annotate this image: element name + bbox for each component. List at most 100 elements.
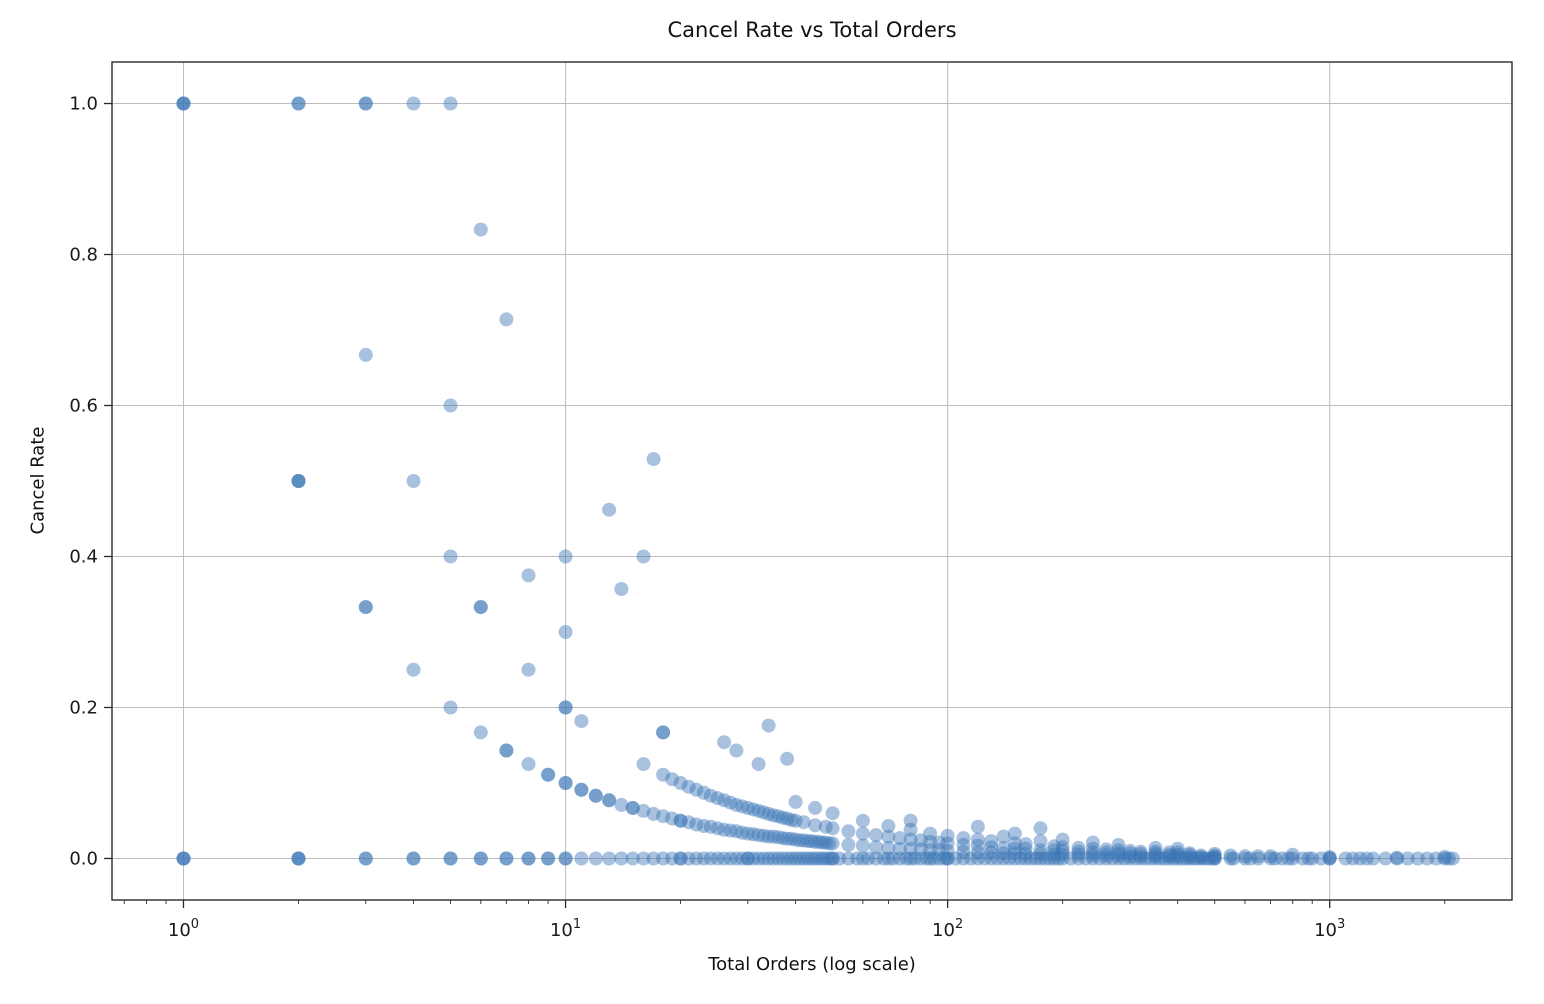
scatter-point	[1193, 851, 1208, 866]
scatter-point	[1182, 847, 1197, 862]
scatter-point	[646, 806, 661, 821]
scatter-point	[919, 851, 934, 866]
scatter-point	[499, 743, 514, 758]
scatter-point	[1055, 840, 1070, 855]
scatter-point	[746, 802, 761, 817]
scatter-point	[717, 822, 732, 837]
scatter-point	[406, 851, 421, 866]
plot-frame	[111, 61, 1513, 901]
scatter-point	[825, 851, 840, 866]
scatter-point	[923, 843, 938, 858]
scatter-point	[811, 834, 826, 849]
scatter-point	[761, 851, 776, 866]
scatter-point	[665, 772, 680, 787]
scatter-point	[907, 851, 922, 866]
scatter-point	[521, 568, 536, 583]
scatter-point	[473, 851, 488, 866]
scatter-point	[886, 851, 901, 866]
scatter-point	[1007, 841, 1022, 856]
scatter-point	[766, 829, 781, 844]
scatter-point	[1190, 851, 1205, 866]
scatter-point	[1263, 851, 1278, 866]
scatter-point	[1033, 821, 1048, 836]
scatter-point	[766, 851, 781, 866]
scatter-point	[1322, 851, 1337, 866]
scatter-point	[1143, 851, 1158, 866]
scatter-point	[1170, 849, 1185, 864]
scatter-point	[291, 474, 306, 488]
scatter-point	[636, 803, 651, 818]
scatter-point	[1033, 851, 1048, 866]
x-axis-label: Total Orders (log scale)	[708, 954, 916, 975]
scatter-point	[984, 834, 999, 849]
scatter-point	[473, 851, 488, 866]
scatter-point	[1099, 848, 1114, 863]
scatter-point	[1055, 851, 1070, 866]
scatter-point	[656, 725, 671, 740]
scatter-point	[756, 805, 771, 820]
scatter-point	[1148, 846, 1163, 861]
scatter-point	[1099, 842, 1114, 857]
scatter-point	[1055, 847, 1070, 862]
scatter-point	[710, 791, 725, 806]
scatter-point	[881, 819, 896, 833]
scatter-point	[1378, 851, 1393, 866]
scatter-point	[1182, 846, 1197, 861]
scatter-point	[696, 819, 711, 833]
scatter-point	[443, 96, 458, 111]
scatter-point	[923, 851, 938, 866]
scatter-point	[855, 813, 870, 828]
scatter-point	[735, 851, 750, 866]
scatter-point	[841, 851, 856, 866]
chart-title: Cancel Rate vs Total Orders	[667, 18, 957, 42]
scatter-point	[541, 851, 556, 866]
scatter-point	[1263, 849, 1278, 864]
scatter-point	[1148, 849, 1163, 864]
scatter-point	[710, 851, 725, 866]
scatter-point	[926, 851, 941, 866]
scatter-point	[937, 851, 952, 866]
scatter-point	[1170, 841, 1185, 856]
scatter-point	[990, 851, 1005, 866]
scatter-point	[1437, 850, 1452, 864]
scatter-point	[443, 851, 458, 866]
scatter-point	[443, 700, 458, 715]
scatter-point	[588, 788, 603, 803]
scatter-point	[825, 806, 840, 821]
scatter-point	[1200, 851, 1215, 866]
scatter-point	[740, 800, 755, 815]
scatter-point	[1148, 851, 1163, 866]
scatter-point	[977, 851, 992, 866]
scatter-point	[1366, 851, 1381, 866]
scatter-point	[291, 851, 306, 866]
scatter-point	[723, 823, 738, 838]
scatter-point	[625, 800, 640, 815]
scatter-point	[1197, 851, 1212, 866]
scatter-point	[804, 851, 819, 866]
scatter-point	[940, 836, 955, 851]
scatter-point	[717, 793, 732, 808]
scatter-point	[869, 840, 884, 855]
scatter-point	[899, 851, 914, 866]
scatter-point	[1105, 851, 1120, 866]
scatter-point	[1186, 851, 1201, 866]
scatter-point	[665, 851, 680, 866]
scatter-point	[808, 851, 823, 866]
scatter-point	[1207, 848, 1222, 863]
scatter-point	[1305, 851, 1320, 866]
scatter-point	[1390, 851, 1404, 866]
scatter-point	[818, 819, 833, 834]
scatter-point	[689, 851, 704, 866]
scatter-point	[855, 838, 870, 853]
scatter-point	[1111, 848, 1126, 863]
scatter-point	[406, 474, 421, 488]
scatter-point	[913, 833, 928, 848]
scatter-point	[751, 803, 766, 818]
scatter-point	[636, 549, 651, 564]
scatter-point	[1223, 848, 1238, 863]
scatter-point	[780, 851, 795, 866]
y-tick-label: 0.8	[69, 245, 98, 266]
scatter-point	[1251, 849, 1266, 864]
scatter-point	[1204, 851, 1219, 866]
scatter-point	[1078, 851, 1093, 866]
